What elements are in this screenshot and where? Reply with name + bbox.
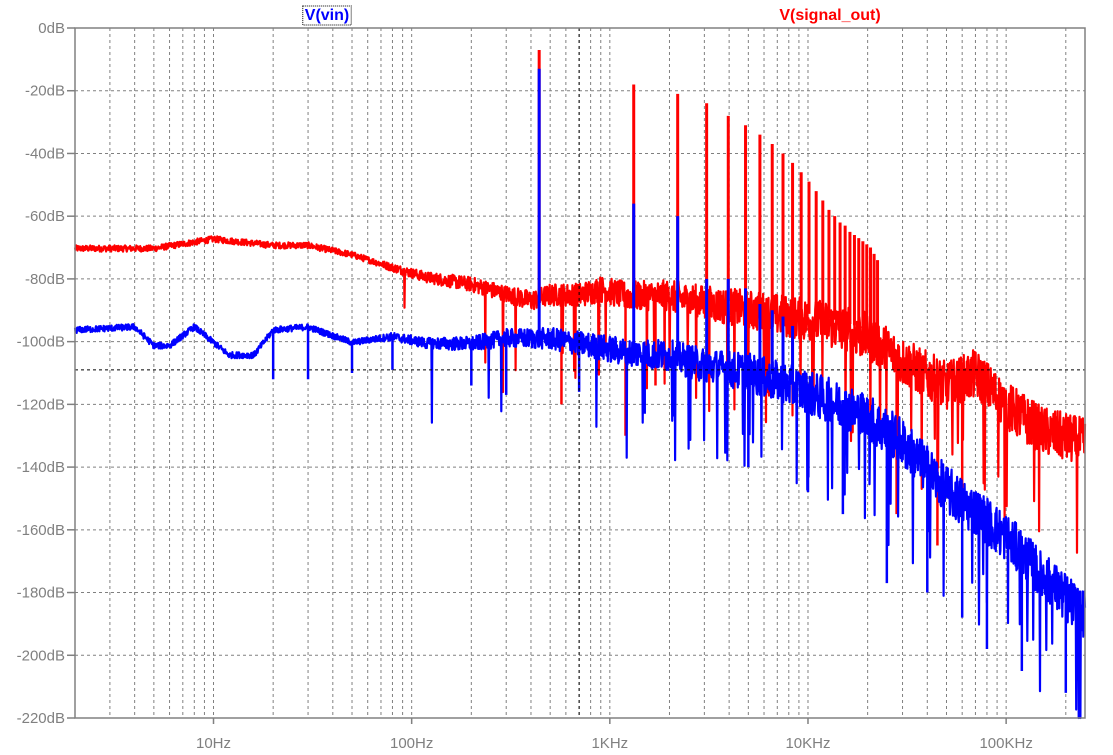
- trace-legend: V(signal_out) V(vin): [302, 5, 881, 26]
- x-tick-label: 100Hz: [390, 735, 433, 752]
- y-tick-label: -40dB: [25, 145, 65, 162]
- y-tick-label: -60dB: [25, 208, 65, 225]
- plot-traces: [73, 49, 1087, 720]
- x-tick-label: 10KHz: [785, 735, 830, 752]
- spectrum-line: [73, 235, 1087, 554]
- x-tick-label: 10Hz: [196, 735, 231, 752]
- plot-frame: [74, 27, 1086, 719]
- y-tick-label: -80dB: [25, 271, 65, 288]
- x-tick-label: 100KHz: [979, 735, 1032, 752]
- y-tick-label: -160dB: [17, 522, 65, 539]
- legend-label[interactable]: V(vin): [305, 7, 349, 24]
- y-tick-label: -140dB: [17, 459, 65, 476]
- x-axis: 10Hz 100Hz 1KHz 10KHz 100KHz: [196, 718, 1033, 752]
- y-axis: 0dB -20dB -40dB -60dB -80dB -100dB -120dB -140d…: [17, 20, 75, 727]
- y-tick-label: -120dB: [17, 396, 65, 413]
- series-v-vin-: [73, 68, 1087, 720]
- y-tick-label: -20dB: [25, 83, 65, 100]
- x-tick-label: 1KHz: [591, 735, 628, 752]
- y-tick-label: -100dB: [17, 334, 65, 351]
- series-v-signal-out-: [73, 49, 1087, 554]
- legend-selection-box: [302, 5, 352, 26]
- y-tick-label: -180dB: [17, 585, 65, 602]
- y-tick-label: 0dB: [38, 20, 65, 37]
- y-tick-label: -200dB: [17, 647, 65, 664]
- y-tick-label: -220dB: [17, 710, 65, 727]
- legend-label[interactable]: V(signal_out): [779, 7, 880, 24]
